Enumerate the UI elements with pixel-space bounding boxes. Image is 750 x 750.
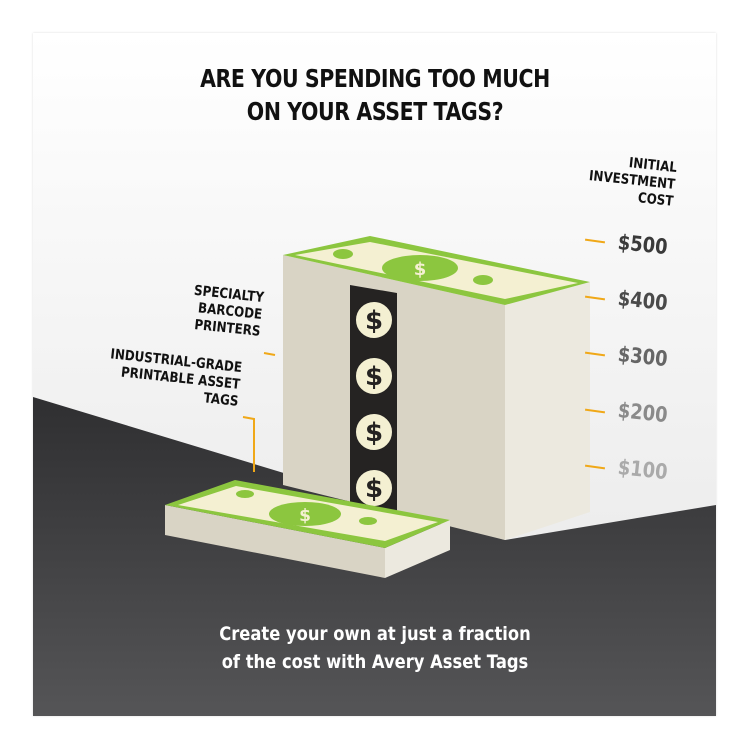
dollar-coin-icon <box>354 356 394 396</box>
svg-text:$: $ <box>365 474 383 504</box>
dollar-coin-icon <box>354 300 394 340</box>
svg-text:$: $ <box>365 362 383 392</box>
printers-label: SPECIALTY BARCODE PRINTERS <box>165 280 264 341</box>
svg-text:$: $ <box>299 506 311 526</box>
price-200: $200 <box>616 398 669 428</box>
title-line-1: ARE YOU SPENDING TOO MUCH <box>200 64 550 93</box>
title-line-2: ON YOUR ASSET TAGS? <box>246 97 504 126</box>
dollar-icon <box>382 255 458 281</box>
small-money-stack: $ <box>165 480 450 578</box>
price-300: $300 <box>616 342 669 372</box>
footer-line-2: of the cost with Avery Asset Tags <box>221 651 529 673</box>
price-500: $500 <box>616 230 669 260</box>
svg-text:$: $ <box>365 418 383 448</box>
price-400: $400 <box>616 286 669 316</box>
big-money-stack: $ $ $ $ $ <box>283 236 590 540</box>
footer-line-1: Create your own at just a fraction <box>219 623 531 645</box>
dollar-coin-icon <box>354 412 394 452</box>
price-100: $100 <box>616 455 669 485</box>
svg-text:$: $ <box>365 306 383 336</box>
page-title: ARE YOU SPENDING TOO MUCH ON YOUR ASSET … <box>68 62 683 128</box>
axis-label: INITIAL INVESTMENT COST <box>575 150 677 211</box>
printers-leader-line <box>263 352 276 356</box>
tags-leader-line <box>242 416 255 472</box>
dollar-icon <box>269 502 341 526</box>
footer-text: Create your own at just a fraction of th… <box>53 620 698 676</box>
svg-text:$: $ <box>414 259 427 280</box>
